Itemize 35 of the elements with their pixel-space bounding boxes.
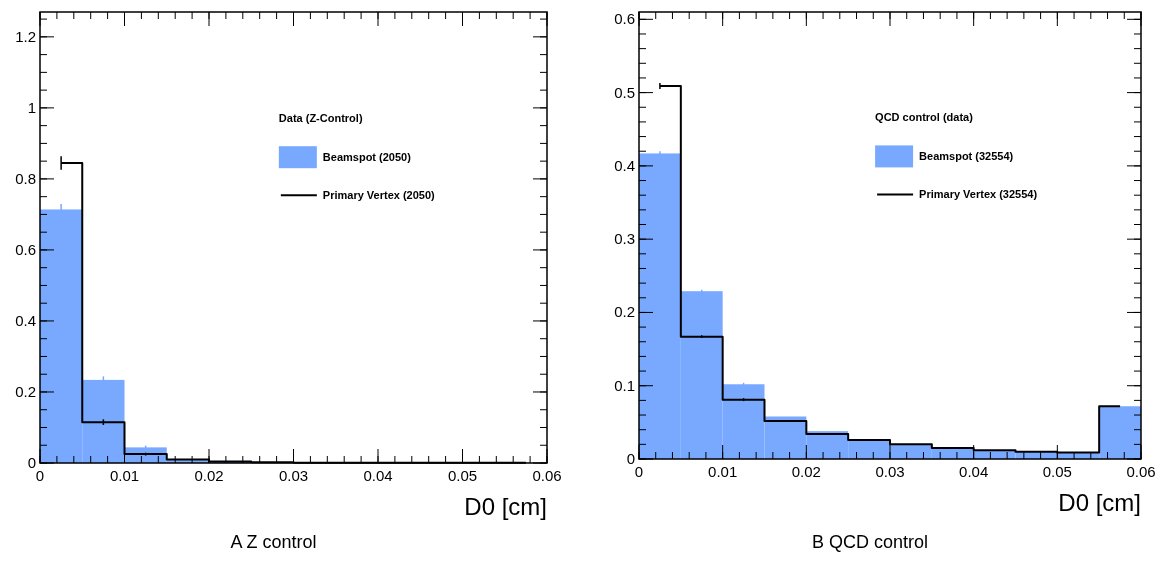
y-tick-label: 0.4 <box>614 156 635 174</box>
legend-label: Primary Vertex (32554) <box>919 188 1038 201</box>
x-tick-label: 0.06 <box>532 467 562 484</box>
legend-label: Beamspot (32554) <box>919 150 1014 163</box>
text: B QCD control <box>811 532 929 552</box>
x-tick-label: 0.06 <box>1126 463 1156 480</box>
y-tick-label: 0.1 <box>614 376 635 394</box>
y-tick-label: 0.2 <box>15 382 36 400</box>
legend-label: Beamspot (2050) <box>322 151 412 164</box>
legend-title: QCD control (data) <box>875 111 974 124</box>
y-tick-label: 0.3 <box>614 230 635 248</box>
x-tick-label: 0.04 <box>959 463 989 480</box>
text: A Z control <box>230 532 317 552</box>
x-tick-label: 0.01 <box>708 463 738 480</box>
x-axis-title: D0 [cm] <box>464 493 547 520</box>
x-tick-label: 0.02 <box>791 463 821 480</box>
x-tick-label: 0.01 <box>109 467 140 484</box>
y-tick-label: 0.6 <box>614 10 635 28</box>
y-tick-label: 0.6 <box>15 240 36 258</box>
x-tick-label: 0.05 <box>1042 463 1072 480</box>
legend-label: Primary Vertex (2050) <box>322 189 436 202</box>
y-tick-label: 1.2 <box>15 27 36 45</box>
x-tick-label: 0.04 <box>363 467 393 484</box>
y-tick-label: 0.5 <box>614 83 635 101</box>
x-tick-label: 0.05 <box>447 467 478 484</box>
y-tick-label: 0.8 <box>15 169 36 187</box>
y-tick-label: 0.2 <box>614 303 635 321</box>
x-axis-title: D0 [cm] <box>1058 489 1141 516</box>
y-tick-label: 0.4 <box>15 311 36 329</box>
legend-title: Data (Z-Control) <box>278 112 363 125</box>
y-tick-label: 1 <box>27 98 36 116</box>
x-tick-label: 0.03 <box>875 463 905 480</box>
y-tick-label: 0 <box>626 450 635 467</box>
x-tick-label: 0.03 <box>278 467 309 484</box>
x-tick-label: 0.02 <box>194 467 224 484</box>
